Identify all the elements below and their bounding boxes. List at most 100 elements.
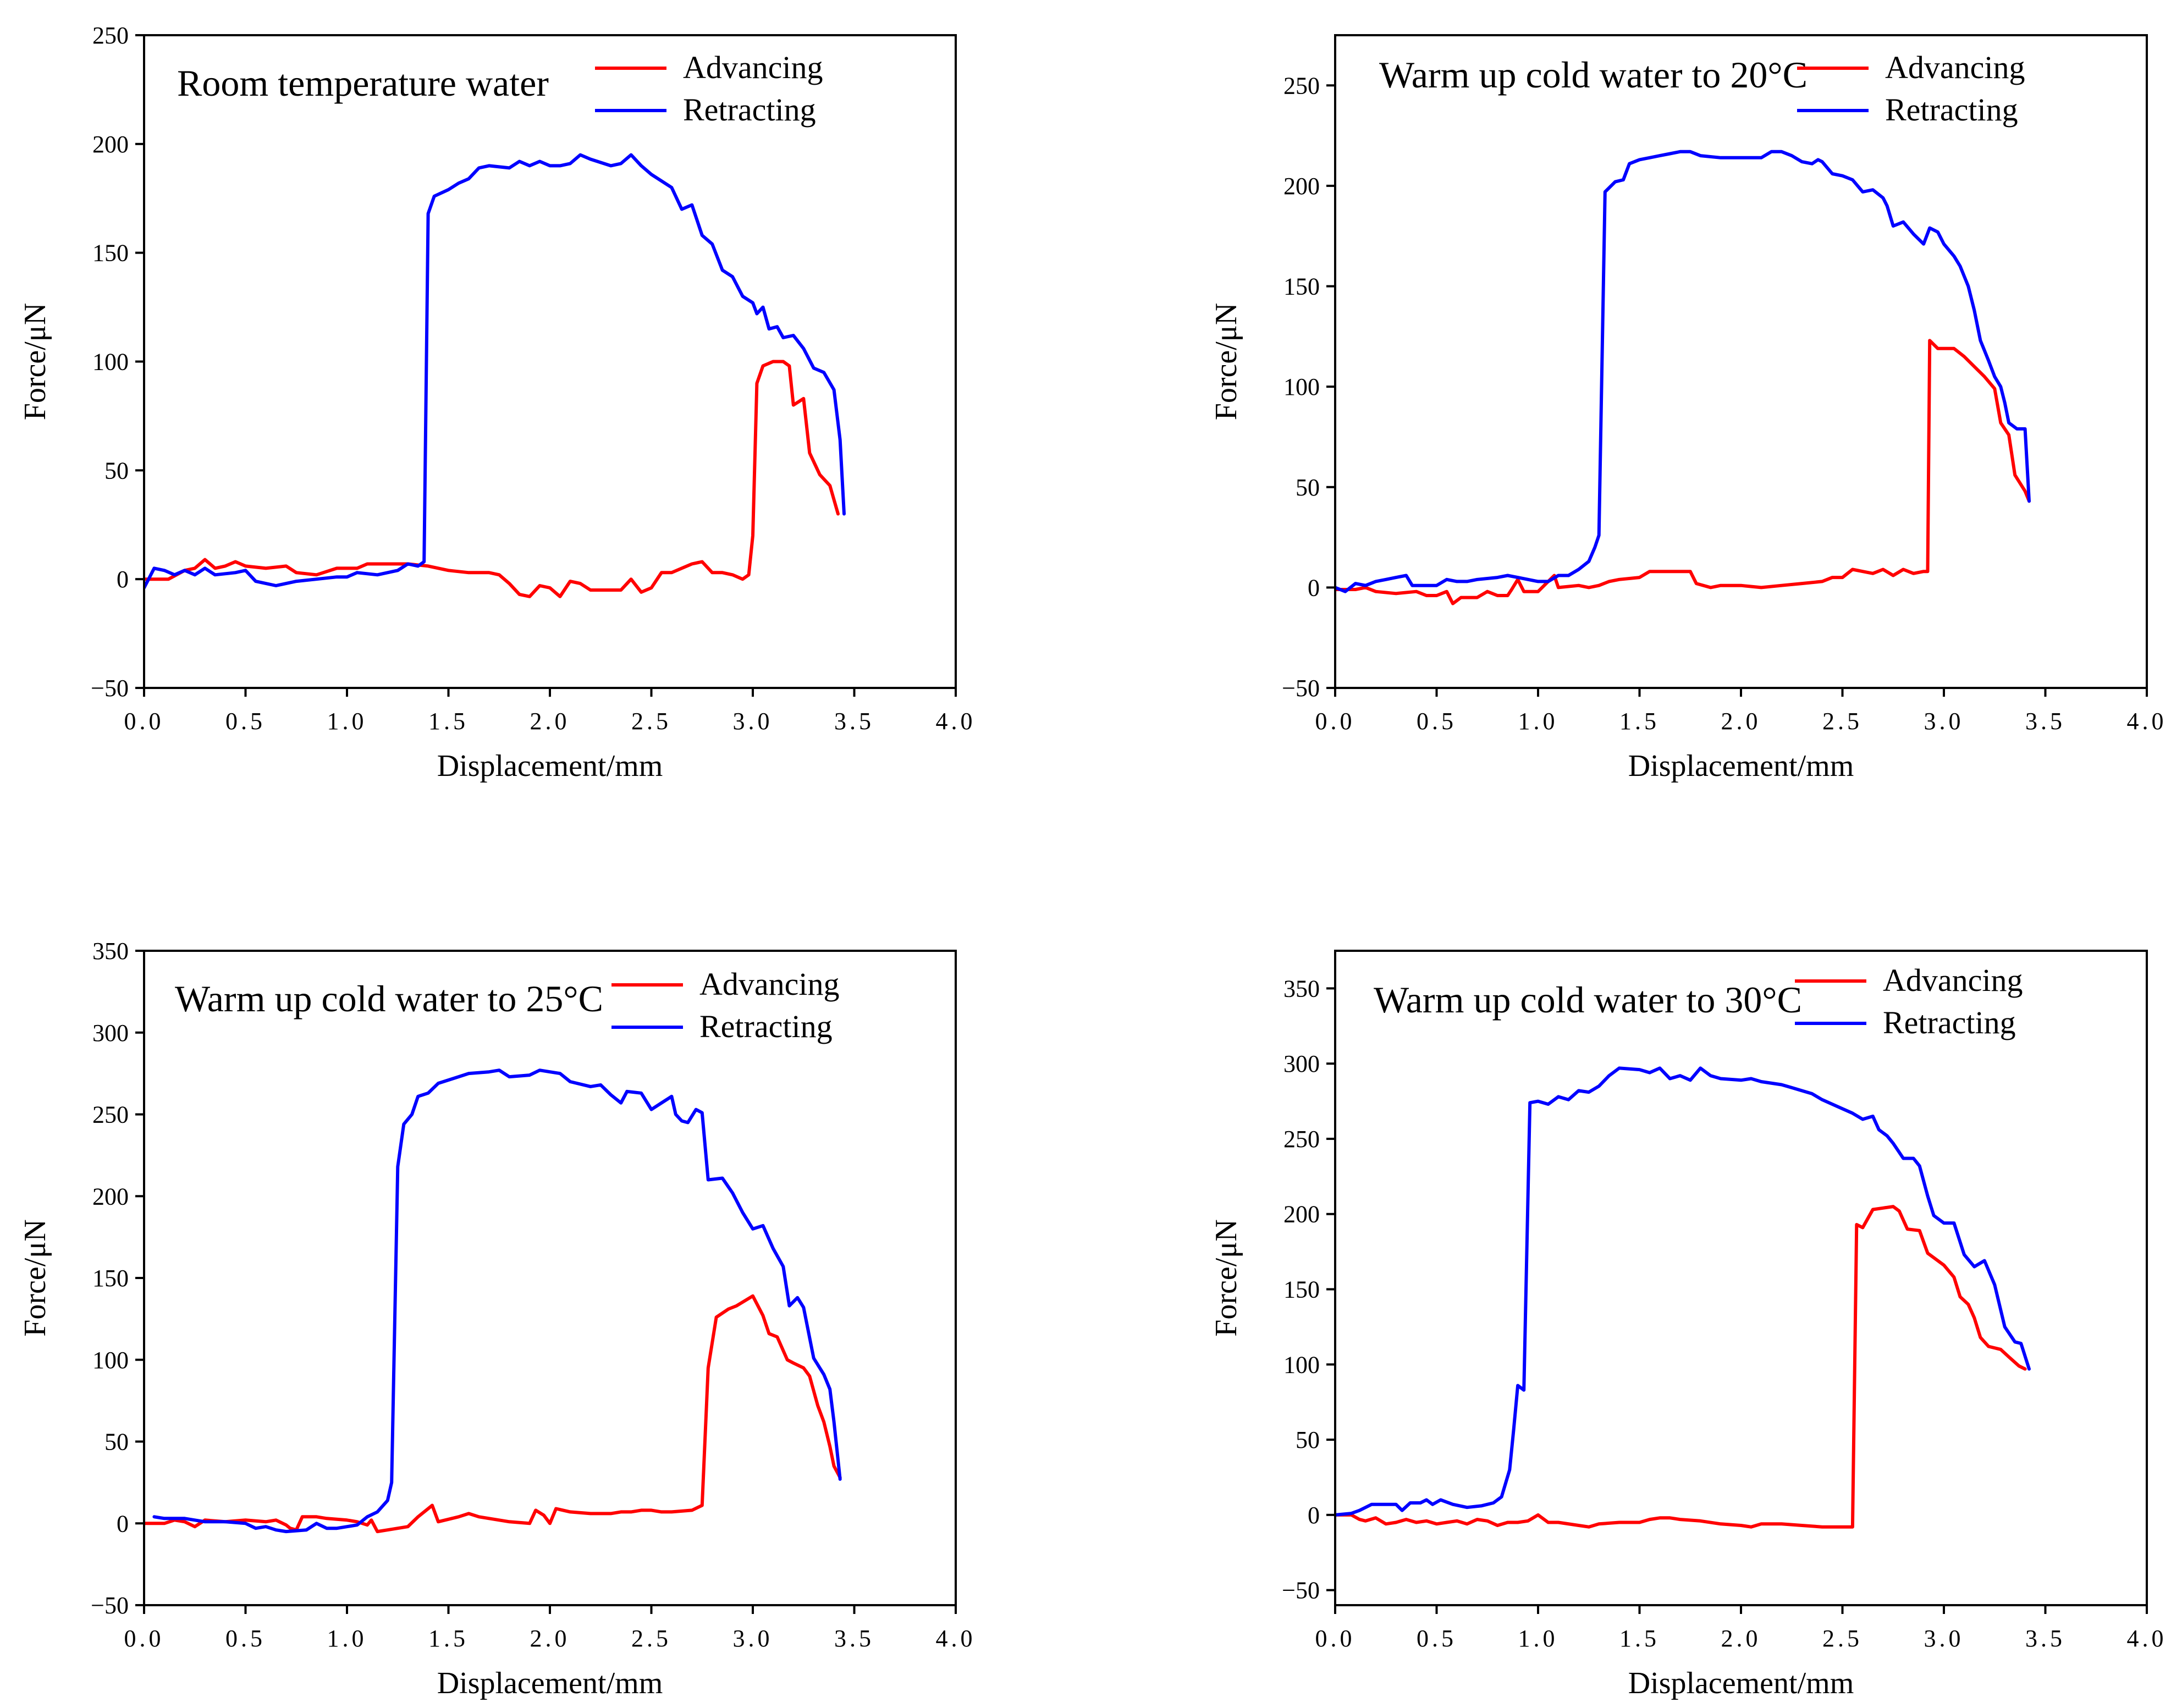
panels-group: 0.0 0.5 1.0 1.5 2.0 2.5 3.0 3.5 4.0 −50 0 50 100 150 2… [18,22,2167,1700]
x-tick-label: 2.5 [631,708,671,735]
x-tick-label: 1.5 [1619,708,1660,735]
chart-panel-1: 0.0 0.5 1.0 1.5 2.0 2.5 3.0 3.5 4.0 −50 0 50 100 150 2… [18,22,976,783]
y-tick-label: 200 [1283,1201,1320,1228]
chart-panel-2: 0.0 0.5 1.0 1.5 2.0 2.5 3.0 3.5 4.0 −50 0 50 100 150 2… [1209,34,2167,783]
y-tick-label: 200 [92,131,129,158]
x-tick-label: 4.0 [2127,708,2167,735]
y-tick-label: −50 [91,675,129,702]
x-tick-label: 2.0 [530,708,570,735]
x-tick-label: 1.0 [1518,1625,1558,1652]
x-tick-label: 3.5 [834,708,874,735]
x-tick-label: 2.0 [1721,1625,1761,1652]
legend-label-advancing: Advancing [1885,49,2025,85]
legend: Advancing Retracting [611,966,840,1044]
x-tick-label: 0.5 [225,708,266,735]
x-tick-label: 0.0 [1315,708,1356,735]
series-line-advancing [144,360,840,598]
y-tick-label: 300 [92,1020,129,1046]
chart-panel-4: 0.0 0.5 1.0 1.5 2.0 2.5 3.0 3.5 4.0 −50 0 50 100 150 2… [1209,950,2167,1700]
y-tick-label: 350 [92,938,129,965]
x-tick-label: 2.0 [530,1625,570,1652]
y-tick-label: 300 [1283,1050,1320,1077]
chart-title: Warm up cold water to 20°C [1379,54,1808,96]
legend-label-retracting: Retracting [699,1009,833,1044]
y-tick-label: −50 [1282,675,1320,702]
y-tick-label: 250 [1283,72,1320,99]
x-tick-label: 1.0 [1518,708,1558,735]
y-tick-label: 0 [117,566,129,593]
legend-label-advancing: Advancing [1883,962,2023,998]
series-line-retracting [1335,150,2031,593]
x-tick-label: 4.0 [2127,1625,2167,1652]
x-tick-label: 3.0 [733,1625,773,1652]
y-tick-label: 250 [92,1101,129,1128]
y-tick-label: −50 [91,1592,129,1619]
series-line-advancing [1335,339,2031,605]
y-tick-label: 100 [92,1347,129,1374]
y-tick-label: 50 [1296,474,1320,501]
x-tick-label: 2.5 [631,1625,671,1652]
y-tick-label: 50 [104,457,129,484]
y-tick-label: 200 [1283,173,1320,200]
x-tick-label: 3.0 [1924,708,1964,735]
x-tick-label: 1.5 [428,708,469,735]
x-tick-label: 0.5 [1417,1625,1457,1652]
y-tick-label: 100 [92,349,129,376]
x-tick-label: 3.5 [2025,708,2065,735]
y-axis-label: Force/μN [18,303,52,421]
x-tick-label: 3.0 [733,708,773,735]
x-axis-label: Displacement/mm [1628,1666,1854,1700]
legend-label-retracting: Retracting [1883,1005,2016,1040]
x-tick-label: 0.5 [225,1625,266,1652]
y-tick-label: 150 [1283,1276,1320,1303]
x-tick-label: 1.0 [327,708,367,735]
x-tick-label: 1.5 [428,1625,469,1652]
y-tick-label: 100 [1283,1351,1320,1378]
y-axis-label: Force/μN [1209,303,1243,421]
y-tick-label: 50 [104,1429,129,1456]
x-axis-label: Displacement/mm [1628,749,1854,783]
series-line-retracting [1335,1066,2031,1517]
y-tick-label: 50 [1296,1426,1320,1453]
y-tick-label: 0 [117,1510,129,1537]
x-tick-label: 3.0 [1924,1625,1964,1652]
y-tick-label: 250 [1283,1126,1320,1153]
y-tick-label: 150 [92,1265,129,1292]
series-line-advancing [1335,1205,2027,1529]
x-tick-label: 1.5 [1619,1625,1660,1652]
x-tick-label: 3.5 [834,1625,874,1652]
x-tick-label: 2.0 [1721,708,1761,735]
y-tick-label: 200 [92,1183,129,1210]
y-tick-label: 150 [1283,273,1320,300]
legend: Advancing Retracting [1797,49,2025,128]
chart-panel-3: 0.0 0.5 1.0 1.5 2.0 2.5 3.0 3.5 4.0 −50 0 50 100 150 2… [18,938,976,1700]
legend-label-retracting: Retracting [683,92,816,128]
x-tick-label: 1.0 [327,1625,367,1652]
x-tick-label: 3.5 [2025,1625,2065,1652]
chart-title: Room temperature water [177,62,549,104]
legend: Advancing Retracting [1795,962,2023,1040]
x-axis-label: Displacement/mm [437,1666,663,1700]
chart-title: Warm up cold water to 30°C [1374,979,1802,1021]
legend-label-advancing: Advancing [683,49,823,85]
x-tick-label: 4.0 [936,708,976,735]
chart-title: Warm up cold water to 25°C [175,978,603,1020]
y-axis-label: Force/μN [18,1219,52,1337]
x-tick-label: 4.0 [936,1625,976,1652]
y-axis-label: Force/μN [1209,1219,1243,1337]
y-tick-label: 100 [1283,373,1320,400]
legend-label-advancing: Advancing [699,966,840,1002]
x-tick-label: 0.5 [1417,708,1457,735]
x-tick-label: 0.0 [124,708,164,735]
x-axis-label: Displacement/mm [437,749,663,783]
y-tick-label: 0 [1308,1502,1320,1529]
y-tick-label: 0 [1308,574,1320,601]
x-tick-label: 2.5 [1822,1625,1863,1652]
series-line-retracting [152,1068,842,1534]
legend: Advancing Retracting [595,49,823,128]
series-line-retracting [144,153,846,589]
y-tick-label: 350 [1283,975,1320,1002]
y-tick-label: 150 [92,240,129,267]
